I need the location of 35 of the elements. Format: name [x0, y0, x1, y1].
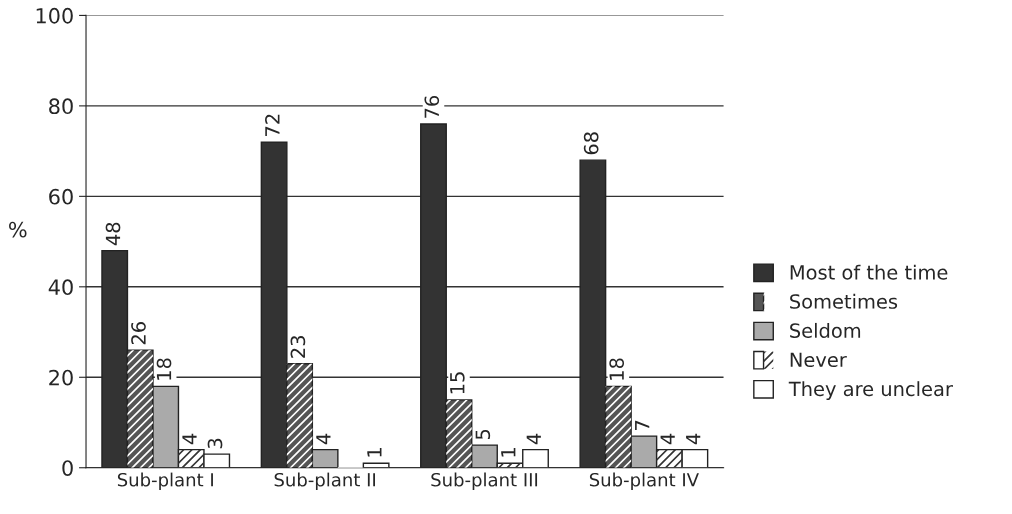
data-label: 18 [609, 358, 625, 380]
legend-label: They are unclear [788, 381, 953, 400]
data-label: 26 [131, 322, 146, 345]
data-label: 4 [316, 433, 331, 445]
data-label: 23 [290, 336, 306, 358]
y-tick-label: 40 [48, 279, 73, 296]
y-tick-label: 80 [49, 98, 73, 115]
data-label: 18 [156, 358, 172, 380]
y-tick-label: 20 [49, 369, 73, 386]
data-label: 15 [450, 372, 465, 394]
data-label: 1 [501, 448, 516, 457]
data-label: 7 [635, 420, 650, 430]
y-tick-label: 0 [62, 460, 73, 476]
data-label: 4 [182, 433, 197, 445]
data-label: 72 [265, 114, 280, 136]
data-label: 76 [424, 95, 440, 118]
legend-label: Most of the time [790, 264, 948, 280]
legend-label: Seldom [790, 322, 861, 338]
data-label: 5 [475, 429, 491, 440]
data-label: 68 [583, 132, 599, 155]
legend-label: Never [790, 352, 847, 368]
data-label: 1 [367, 448, 382, 457]
data-label: 4 [686, 433, 701, 445]
legend-label: Sometimes [790, 293, 898, 309]
x-tick-label: Sub-plant I [117, 472, 213, 491]
y-tick-label: 100 [36, 7, 73, 24]
x-tick-label: Sub-plant IV [589, 472, 699, 491]
data-label: 4 [526, 433, 541, 445]
x-tick-label: Sub-plant II [274, 472, 375, 491]
data-label: 4 [660, 433, 675, 445]
data-label: 3 [207, 438, 223, 449]
y-axis-title: % [9, 221, 27, 238]
x-tick-label: Sub-plant III [431, 472, 538, 491]
y-tick-label: 60 [49, 188, 73, 205]
data-label: 48 [105, 222, 121, 246]
